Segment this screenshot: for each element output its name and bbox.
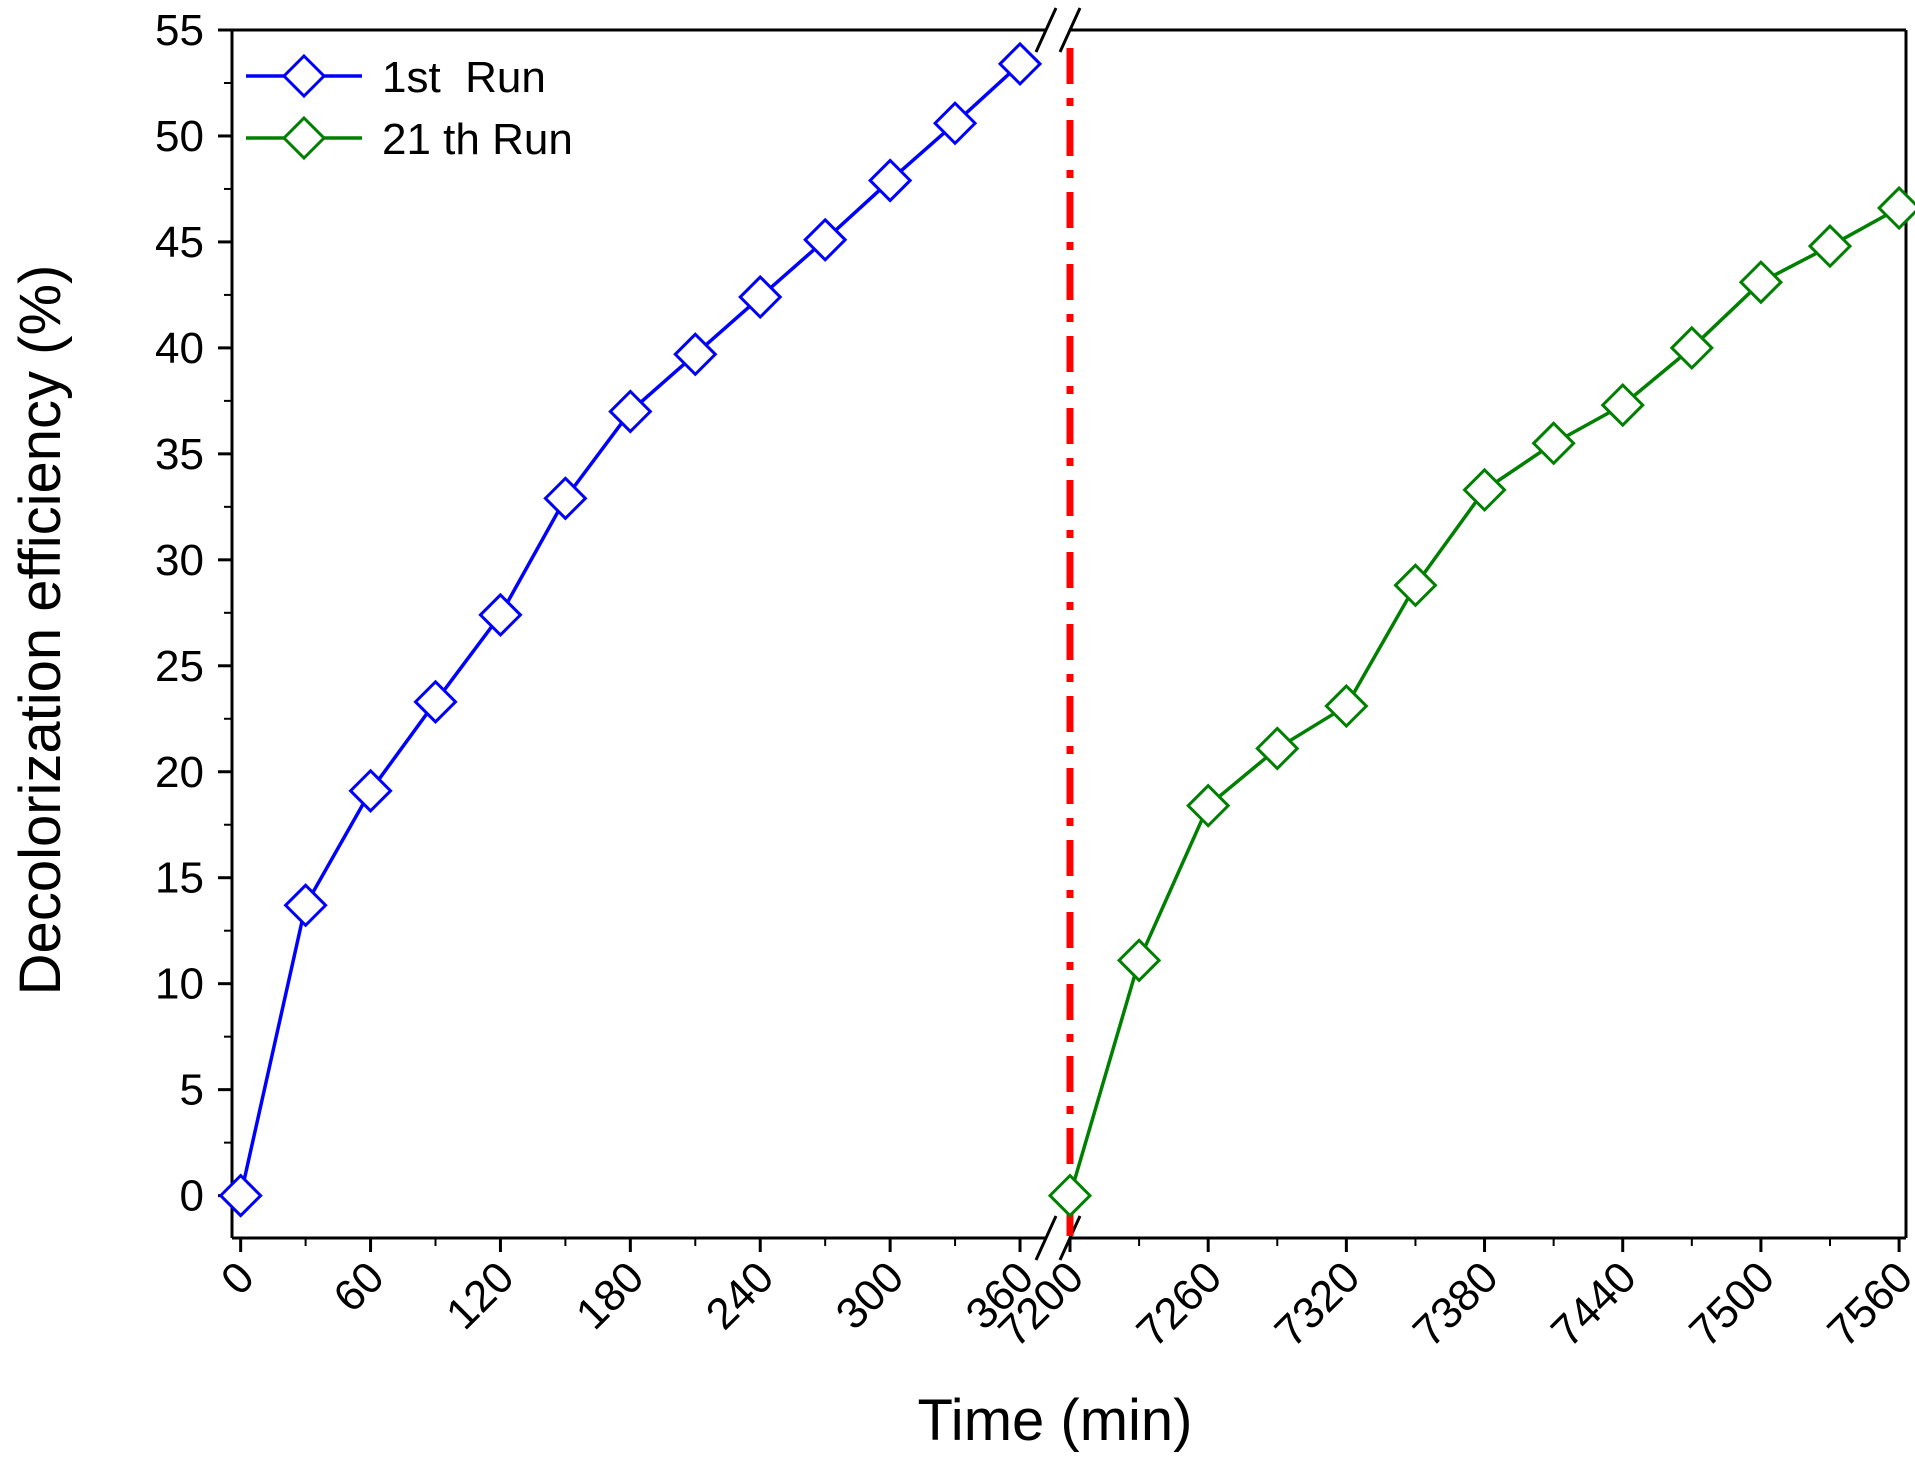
data-point-run-2 — [1255, 726, 1300, 771]
series-layer — [218, 41, 1915, 1238]
axis-break-top-right — [1058, 7, 1082, 53]
data-point-run-1 — [218, 1173, 263, 1218]
x-tick-label: 60 — [324, 1252, 393, 1321]
legend: 1st Run 21 th Run — [246, 53, 573, 164]
legend-marker-1 — [281, 53, 327, 99]
x-axis-title: Time (min) — [918, 1388, 1193, 1453]
y-tick-label: 15 — [155, 854, 204, 903]
data-point-run-1 — [413, 679, 458, 724]
y-tick-label: 45 — [155, 218, 204, 267]
y-tick-label: 55 — [155, 6, 204, 55]
data-point-run-1 — [738, 274, 783, 320]
data-point-run-1 — [868, 158, 913, 203]
data-point-run-1 — [673, 332, 718, 377]
x-tick-label: 7380 — [1404, 1252, 1508, 1356]
y-axis-title: Decolorization efficiency (%) — [8, 265, 73, 996]
data-point-run-2 — [1807, 224, 1853, 269]
data-point-run-1 — [997, 41, 1043, 87]
legend-label-2: 21 th Run — [382, 115, 573, 164]
data-point-run-1 — [478, 592, 523, 638]
series-line-2 — [1068, 206, 1900, 1197]
data-point-run-2 — [1600, 382, 1645, 428]
data-point-run-1 — [348, 768, 393, 813]
x-tick-label: 120 — [437, 1252, 524, 1339]
x-tick-label: 300 — [827, 1252, 914, 1339]
x-tick-label: 7500 — [1680, 1252, 1784, 1356]
data-point-run-1 — [932, 101, 978, 146]
x-tick-label: 7560 — [1818, 1252, 1915, 1356]
y-tick-label: 25 — [155, 642, 204, 691]
series-line-1 — [238, 62, 1022, 1196]
data-point-run-2 — [1324, 683, 1369, 729]
data-point-run-2 — [1669, 325, 1714, 371]
x-tick-label: 240 — [697, 1252, 784, 1339]
y-tick-label: 40 — [155, 324, 204, 373]
data-point-run-2 — [1116, 938, 1162, 983]
data-point-run-1 — [608, 389, 653, 434]
y-tick-label: 50 — [155, 112, 204, 161]
data-point-run-2 — [1876, 185, 1915, 231]
axis-break-bottom-left — [1034, 1215, 1058, 1261]
x-tick-label: 0 — [212, 1252, 264, 1304]
legend-label-1: 1st Run — [382, 53, 546, 102]
y-tick-label: 5 — [180, 1066, 204, 1115]
data-point-run-2 — [1393, 563, 1438, 608]
y-tick-label: 0 — [180, 1172, 204, 1221]
y-tick-label: 30 — [155, 536, 204, 585]
x-tick-label: 180 — [567, 1252, 654, 1339]
data-point-run-2 — [1186, 783, 1231, 828]
data-point-run-1 — [803, 217, 848, 262]
data-point-run-2 — [1738, 260, 1784, 305]
x-tick-label: 7320 — [1266, 1252, 1370, 1356]
data-point-run-2 — [1462, 467, 1507, 513]
y-tick-label: 20 — [155, 748, 204, 797]
data-point-run-1 — [283, 883, 328, 928]
x-tick-label: 7260 — [1127, 1252, 1231, 1356]
data-point-run-2 — [1047, 1173, 1093, 1218]
axis-break-top-left — [1034, 7, 1058, 53]
y-tick-label: 10 — [155, 960, 204, 1009]
y-tick-label: 35 — [155, 430, 204, 479]
x-tick-label: 7440 — [1542, 1252, 1646, 1356]
legend-marker-2 — [281, 115, 327, 161]
data-point-run-1 — [543, 476, 588, 521]
data-point-run-2 — [1531, 421, 1576, 466]
